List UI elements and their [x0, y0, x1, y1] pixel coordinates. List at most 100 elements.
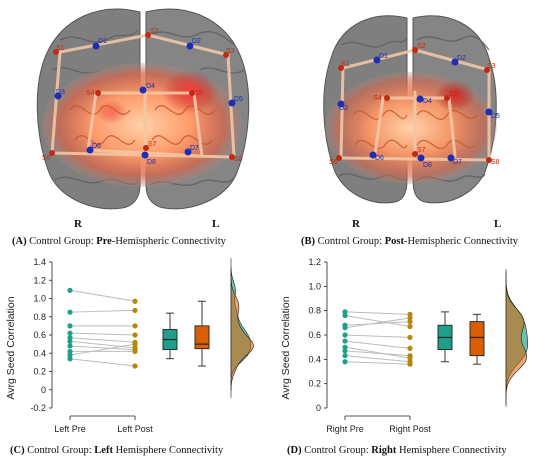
box-body — [469, 321, 485, 357]
seed-label: D4 — [423, 98, 432, 105]
seed-label: D7 — [190, 145, 199, 152]
hemisphere-label-left: L — [494, 218, 502, 230]
post-point — [407, 315, 413, 321]
seed-label: D8 — [147, 159, 156, 166]
pair-line — [344, 321, 411, 326]
pre-point — [67, 335, 73, 341]
post-point — [407, 361, 413, 367]
caption-bold: Post — [384, 236, 404, 247]
seed-label: S8 — [234, 156, 243, 163]
panel-a: D1 D2 D3 D4 D5 D6 D7 D8 S1 S2 S3 S4 S5 S… — [0, 0, 275, 250]
panel-c: Avrg Seed Correlation -0.2 0 0.2 0.4 0.6 0.8 1… — [0, 252, 275, 461]
seed-label: D4 — [146, 83, 155, 90]
pre-point — [67, 309, 73, 315]
caption-text: Hemisphere Connectivity — [396, 445, 507, 456]
seed-label: S2 — [150, 28, 159, 35]
seed-label: S7 — [148, 141, 157, 148]
y-axis-title: Avrg Seed Correlation — [280, 296, 292, 399]
caption-d: (D) Control Group: Right Hemisphere Conn… — [287, 445, 507, 456]
seed-label: S4 — [86, 90, 95, 97]
pair-line — [344, 361, 411, 365]
post-point — [407, 319, 413, 325]
box-body — [194, 325, 210, 350]
caption-bold: Left — [94, 445, 113, 456]
post-point — [407, 345, 413, 351]
pre-point — [67, 287, 73, 293]
pre-point — [342, 312, 348, 319]
seed-label: S6 — [329, 159, 338, 166]
density-post — [230, 269, 254, 398]
caption-text: Control Group: — [315, 236, 385, 247]
y-tick-label: 1.4 — [33, 257, 46, 267]
seed-label: D8 — [423, 162, 432, 169]
brain-render-a: D1 D2 D3 D4 D5 D6 D7 D8 S1 S2 S3 S4 S5 S… — [36, 8, 250, 210]
caption-a: (A) Control Group: Pre-Hemispheric Conne… — [12, 236, 226, 247]
pair-line — [344, 350, 411, 357]
x-tick-label: Left Post — [117, 424, 153, 434]
post-point — [132, 323, 138, 329]
caption-text: -Hemispheric Connectivity — [111, 236, 226, 247]
pair-line — [69, 345, 136, 351]
x-tick-label: Left Pre — [54, 424, 86, 434]
pair-line — [69, 343, 136, 356]
seed-label: D2 — [192, 38, 201, 45]
post-point — [132, 348, 138, 355]
pair-line — [344, 346, 411, 359]
seed-label: S2 — [417, 43, 426, 50]
pre-point — [342, 359, 348, 365]
seed-label: D3 — [339, 105, 348, 112]
pair-line — [344, 340, 411, 349]
pre-point — [342, 332, 348, 338]
seed-label: S4 — [373, 95, 382, 102]
caption-letter: (B) — [301, 236, 315, 247]
seed-label: S3 — [226, 48, 235, 55]
seed-label: S3 — [487, 63, 496, 70]
y-tick-label: 1.2 — [308, 257, 321, 267]
post-point — [407, 311, 413, 317]
y-tick-label: 0.2 — [33, 367, 46, 377]
seed-label: S8 — [491, 159, 500, 166]
post-point — [132, 307, 138, 313]
y-tick-label: 0 — [41, 385, 46, 395]
y-tick-label: 0.4 — [308, 354, 321, 364]
density-post — [505, 271, 528, 407]
seed-label: D5 — [234, 96, 243, 103]
post-point — [132, 363, 138, 369]
y-tick-label: 0.2 — [308, 379, 321, 389]
caption-text: Control Group: — [26, 236, 97, 247]
pair-line — [344, 311, 411, 315]
hemisphere-label-right: R — [74, 218, 82, 230]
y-tick-label: 0.6 — [308, 330, 321, 340]
caption-text: Control Group: — [301, 445, 372, 456]
seed-label: D5 — [491, 113, 500, 120]
pre-point — [67, 348, 73, 355]
post-point — [407, 323, 413, 330]
seed-label: D3 — [56, 89, 65, 96]
seed-label: D2 — [457, 55, 466, 62]
y-tick-label: 0 — [316, 403, 321, 413]
pre-point — [342, 353, 348, 359]
y-tick-label: 1.0 — [308, 281, 321, 291]
caption-letter: (C) — [10, 445, 25, 456]
y-tick-label: 0.6 — [33, 330, 46, 340]
caption-letter: (A) — [12, 236, 27, 247]
pre-point — [342, 344, 348, 350]
x-tick-label: Right Post — [389, 424, 431, 434]
panel-b: D1 D2 D3 D4 D5 D6 D7 D8 S1 S2 S3 S4 S5 S… — [275, 0, 550, 250]
caption-bold: Pre — [96, 236, 112, 247]
pre-point — [67, 338, 73, 344]
pair-line — [69, 358, 136, 367]
post-point — [407, 353, 413, 359]
pair-line — [344, 334, 411, 338]
y-tick-label: 1.2 — [33, 275, 46, 285]
chart-right-hemisphere: Avrg Seed Correlation 0 0.2 0.4 0.6 0.8 1.0 1.… — [280, 257, 528, 434]
pre-point — [342, 348, 348, 354]
seed-label: D7 — [453, 159, 462, 166]
pair-line — [69, 332, 136, 336]
y-tick-label: 1.0 — [33, 294, 46, 304]
seed-label: S1 — [341, 61, 350, 68]
caption-text: Hemisphere Connectivity — [112, 445, 224, 456]
seed-label: D6 — [92, 143, 101, 150]
post-point — [132, 298, 138, 304]
y-axis-title: Avrg Seed Correlation — [5, 296, 17, 399]
